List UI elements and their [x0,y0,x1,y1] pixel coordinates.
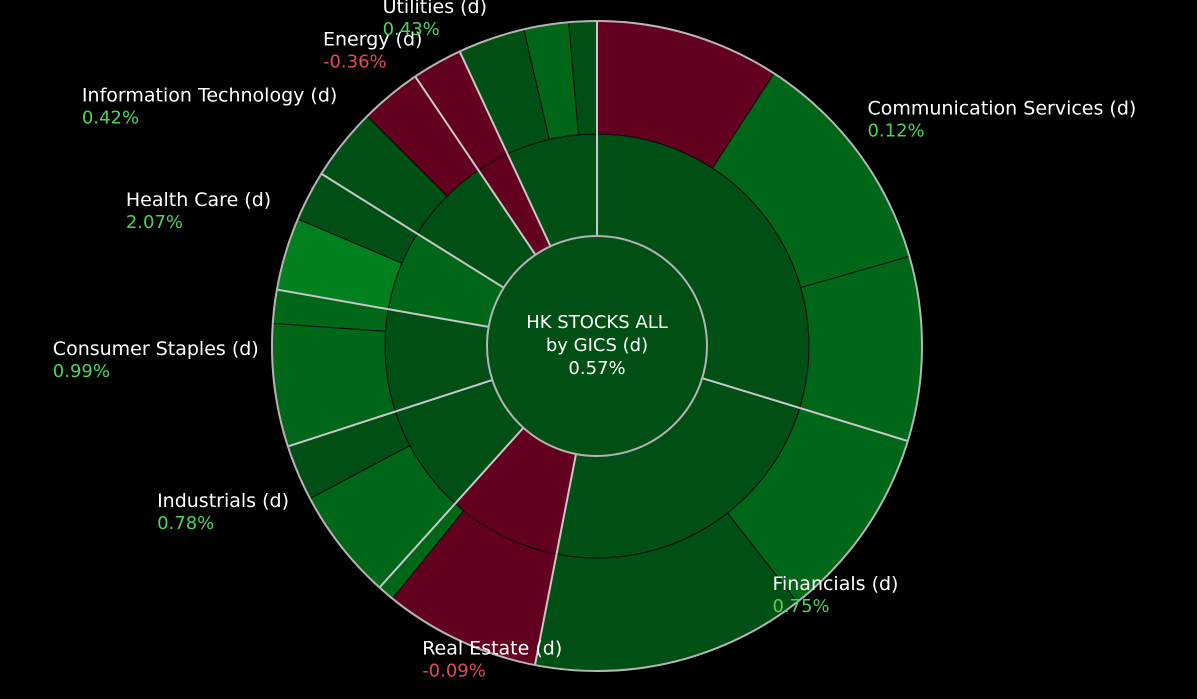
center-hub[interactable] [486,235,708,457]
sector-label-information-technology: Information Technology (d) [82,84,337,106]
sector-label-real-estate: Real Estate (d) [422,637,562,659]
sector-change-industrials: 0.78% [157,513,214,534]
separator-real-estate [534,453,577,666]
center-title-line-2: by GICS (d) [546,335,648,356]
sector-label-utilities: Utilities (d) [383,0,487,18]
separator-financials [701,377,909,442]
center-total-change: 0.57% [568,358,625,379]
sector-label-consumer-staples: Consumer Staples (d) [53,338,259,360]
separator-information-technology [320,172,505,289]
outer-ring-outline [271,20,923,672]
sector-separators [276,21,909,666]
sector-labels: Communication Services (d)0.12% Financial… [53,0,1137,681]
sector-change-financials: 0.75% [772,596,829,617]
sector-change-communication-services: 0.12% [867,120,924,141]
sector-change-utilities: 0.43% [383,19,440,40]
separator-consumer-staples [287,379,493,448]
sector-change-information-technology: 0.42% [82,107,139,128]
sector-change-health-care: 2.07% [126,212,183,233]
center-title-line-1: HK STOCKS ALL [526,312,668,333]
separator-health-care [276,288,489,328]
sector-label-communication-services: Communication Services (d) [867,97,1136,119]
separator-utilities [458,51,552,247]
sector-change-energy: -0.36% [323,52,387,73]
sector-label-health-care: Health Care (d) [126,189,271,211]
sector-label-industrials: Industrials (d) [157,490,289,512]
separator-industrials [378,427,525,589]
sector-label-financials: Financials (d) [772,573,898,595]
sector-change-consumer-staples: 0.99% [53,361,110,382]
sector-label-energy: Energy (d) [323,29,422,51]
sector-change-real-estate: -0.09% [422,660,486,681]
separator-energy [414,76,537,256]
